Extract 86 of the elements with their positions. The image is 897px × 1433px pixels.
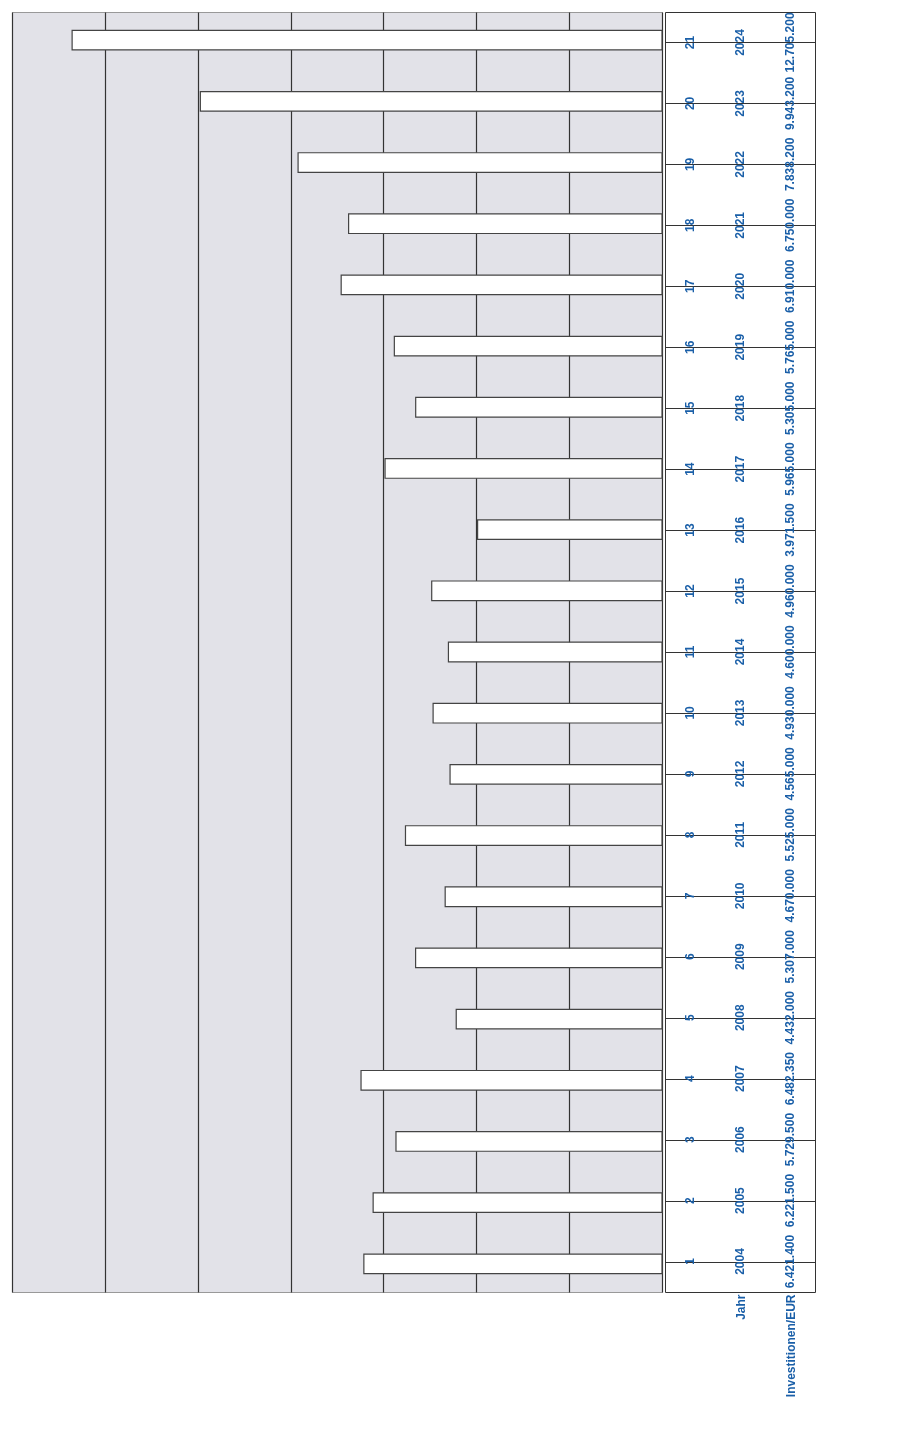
bar	[360, 1069, 663, 1091]
y-tick-label: 2021	[733, 211, 747, 239]
text: 6	[683, 953, 697, 961]
y-axis-title: Jahr	[733, 1294, 748, 1320]
text: 8	[683, 831, 697, 839]
data-label: 5.307.000	[783, 929, 797, 984]
y-tick-label: 2010	[733, 882, 747, 910]
text: 14	[683, 462, 697, 476]
text: 10	[683, 705, 697, 720]
data-label: 4.670.000	[783, 868, 797, 923]
y-tick-label: 2013	[733, 699, 747, 727]
text: 15	[683, 401, 697, 415]
text: 13	[683, 523, 697, 537]
bar	[477, 519, 663, 541]
text: 1	[683, 1257, 697, 1265]
y-tick-label: 2008	[733, 1004, 747, 1032]
text: 18	[683, 218, 697, 233]
data-label: 4.960.000	[783, 564, 797, 618]
bar	[395, 1131, 663, 1152]
text: 11	[683, 645, 697, 659]
bar	[384, 458, 663, 479]
y-tick-label: 2012	[733, 760, 747, 788]
bar	[199, 90, 663, 112]
bar	[393, 335, 663, 357]
y-tick-label: 2015	[733, 577, 747, 605]
data-label: 12.705.200	[783, 12, 797, 73]
bar	[340, 274, 663, 296]
bar	[415, 947, 663, 969]
y-tick-label: 2020	[733, 272, 747, 300]
y-tick-label: 2016	[733, 516, 747, 544]
text: Investitionen/EUR	[783, 1294, 798, 1398]
data-label: 5.729.500	[783, 1112, 797, 1167]
data-label: 6.421.400	[783, 1234, 797, 1289]
bar	[348, 213, 663, 235]
data-label: 4.930.000	[783, 685, 797, 740]
text: 19	[683, 157, 697, 172]
y-tick-label: 2023	[733, 89, 747, 117]
text: 4	[683, 1075, 697, 1083]
text: 7	[683, 892, 697, 900]
text: 16	[683, 340, 697, 354]
y-tick-label: 2005	[733, 1186, 747, 1214]
data-label: 6.750.000	[783, 198, 797, 253]
bar	[415, 396, 663, 418]
data-label: 9.943.200	[783, 76, 797, 131]
data-label: 7.838.200	[783, 137, 797, 192]
bar	[447, 641, 663, 663]
y-tick-label: 2007	[733, 1065, 747, 1093]
data-label: 5.525.000	[783, 807, 797, 862]
text: 9	[683, 770, 697, 778]
y-tick-label: 2022	[733, 150, 747, 178]
bar	[449, 763, 663, 785]
y-tick-label: 2014	[733, 638, 747, 666]
text: 21	[683, 35, 697, 50]
bar	[432, 702, 663, 724]
bar	[455, 1008, 663, 1030]
y-tick-label: 2017	[733, 455, 747, 483]
bar	[363, 1253, 663, 1275]
data-label: 5.765.000	[783, 320, 797, 374]
text: 12	[683, 584, 697, 598]
data-label: 5.305.000	[783, 381, 797, 435]
bar	[71, 29, 663, 51]
y-tick-label: 2009	[733, 943, 747, 971]
data-label: 5.965.000	[783, 442, 797, 496]
data-label: 4.432.000	[783, 990, 797, 1045]
bar	[297, 152, 663, 173]
data-label: 3.971.500	[783, 503, 797, 557]
y-tick-label: 2004	[733, 1247, 747, 1275]
y-tick-label: 2018	[733, 394, 747, 422]
text: 5	[683, 1014, 697, 1022]
data-label: 4.565.000	[783, 746, 797, 801]
data-label: 6.221.500	[783, 1173, 797, 1228]
bar	[372, 1192, 663, 1214]
text: 2	[683, 1196, 697, 1204]
bar	[431, 580, 663, 602]
text: 17	[683, 279, 697, 293]
text: 20	[683, 96, 697, 111]
y-tick-label: 2011	[733, 821, 747, 848]
data-label: 4.600.000	[783, 624, 797, 679]
data-label: 6.482.350	[783, 1051, 797, 1106]
bar	[444, 886, 663, 908]
text: 3	[683, 1135, 697, 1143]
y-tick-label: 2019	[733, 333, 747, 361]
y-tick-label: 2006	[733, 1125, 747, 1153]
bar	[404, 825, 663, 846]
data-label: 6.910.000	[783, 259, 797, 313]
y-tick-label: 2024	[733, 28, 747, 56]
